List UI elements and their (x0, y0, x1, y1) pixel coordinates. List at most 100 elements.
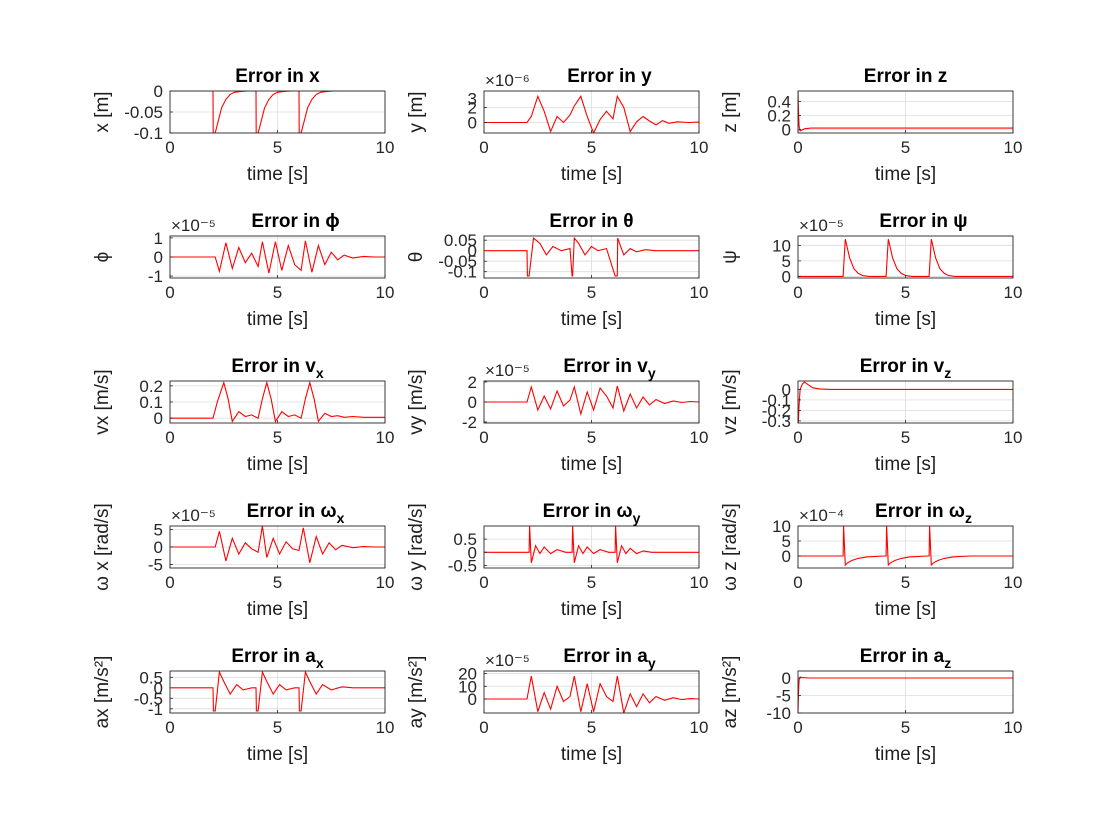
series-line-1 (798, 381, 1013, 423)
y-tick-label-10: 10 (458, 677, 477, 696)
y-tick-label-0-05: 0.05 (444, 231, 477, 250)
y-tick-label-0: 0 (782, 669, 791, 688)
x-tick-label-10: 10 (1004, 573, 1023, 592)
y-tick-label-0: 0 (782, 380, 791, 399)
x-axis-label: time [s] (561, 454, 622, 475)
y-axis-label: θ (406, 252, 427, 263)
y-tick-label-0: 0 (782, 267, 791, 286)
y-tick-label-0-5: 0.5 (139, 668, 163, 687)
y-tick-label-5: 5 (782, 252, 791, 271)
x-axis-label: time [s] (561, 164, 622, 185)
y-axis-label: ω z [rad/s] (720, 503, 741, 591)
subplot-9: 0 5 10 0-0.1-0.2-0.3 Error in vz time [s] vz [… (720, 356, 1022, 475)
y-axis-label: vz [m/s] (720, 369, 741, 434)
y-tick-label-0: 0 (468, 393, 477, 412)
x-tick-label-10: 10 (376, 138, 395, 157)
subplot-title: Error in vz (860, 356, 951, 381)
series-line-1 (484, 236, 699, 277)
y-tick-label-0: 0 (468, 114, 477, 133)
x-tick-label-0: 0 (793, 283, 802, 302)
x-tick-label-10: 10 (1004, 138, 1023, 157)
x-tick-label-5: 5 (273, 718, 282, 737)
y-axis-label: vx [m/s] (92, 369, 113, 434)
y-tick-label-0: 0 (154, 679, 163, 698)
axis-multiplier: ×10⁻⁵ (171, 506, 216, 525)
y-tick-label-0-05: -0.05 (124, 103, 163, 122)
series-line-1 (798, 91, 1013, 132)
x-axis-label: time [s] (875, 599, 936, 620)
x-tick-label-10: 10 (690, 718, 709, 737)
x-tick-label-10: 10 (690, 283, 709, 302)
subplot-title: Error in z (864, 66, 947, 87)
y-tick-label-1: 1 (154, 229, 163, 248)
y-tick-label-0: 0 (782, 547, 791, 566)
series-line-1 (484, 94, 699, 133)
x-axis-label: time [s] (247, 454, 308, 475)
y-tick-label-0: 0 (782, 121, 791, 140)
axis-multiplier: ×10⁻⁵ (799, 216, 844, 235)
x-axis-label: time [s] (561, 309, 622, 330)
subplot-title: Error in ωx (247, 501, 345, 526)
y-tick-label-0-1: -0.1 (134, 124, 163, 143)
x-tick-label-10: 10 (1004, 283, 1023, 302)
y-tick-label-0-3: -0.3 (762, 412, 791, 431)
y-tick-label-0: 0 (468, 242, 477, 261)
y-tick-label-5: 5 (154, 521, 163, 540)
x-axis-label: time [s] (875, 454, 936, 475)
x-tick-label-5: 5 (273, 573, 282, 592)
x-tick-label-5: 5 (587, 428, 596, 447)
y-tick-label-5: -5 (776, 687, 791, 706)
subplot-title: Error in vx (231, 356, 323, 381)
series-line-1 (170, 240, 385, 274)
x-tick-label-0: 0 (165, 718, 174, 737)
y-tick-label-0-2: -0.2 (762, 401, 791, 420)
y-tick-label-0-5: -0.5 (134, 689, 163, 708)
subplot-title: Error in ay (563, 646, 655, 671)
subplot-15: 0 5 10 0-5-10 Error in az time [s] az [m/s²] (720, 646, 1022, 765)
subplot-title: Error in vy (563, 356, 655, 381)
y-tick-label-3: 3 (468, 90, 477, 109)
x-tick-label-10: 10 (1004, 428, 1023, 447)
y-tick-label-0: 0 (154, 248, 163, 267)
x-tick-label-0: 0 (793, 428, 802, 447)
x-tick-label-0: 0 (165, 428, 174, 447)
x-tick-label-10: 10 (690, 573, 709, 592)
axis-multiplier: ×10⁻⁵ (485, 651, 530, 670)
x-tick-label-0: 0 (479, 718, 488, 737)
x-tick-label-0: 0 (165, 573, 174, 592)
y-tick-label-2: 2 (468, 373, 477, 392)
x-tick-label-5: 5 (587, 573, 596, 592)
y-axis-label: ω y [rad/s] (406, 503, 427, 591)
x-tick-label-5: 5 (273, 428, 282, 447)
x-tick-label-10: 10 (376, 573, 395, 592)
x-tick-label-0: 0 (793, 138, 802, 157)
axis-multiplier: ×10⁻⁵ (171, 216, 216, 235)
x-tick-label-10: 10 (690, 428, 709, 447)
x-tick-label-5: 5 (901, 138, 910, 157)
subplot-title: Error in ax (231, 646, 323, 671)
subplot-title: Error in ωy (543, 501, 641, 526)
series-line-1 (484, 526, 699, 563)
subplot-title: Error in θ (549, 211, 633, 232)
y-tick-label-0-5: 0.5 (453, 530, 477, 549)
x-axis-label: time [s] (561, 744, 622, 765)
series-line-1 (170, 381, 385, 423)
x-tick-label-0: 0 (479, 428, 488, 447)
y-tick-label-0: 0 (468, 543, 477, 562)
y-tick-label-0-1: 0.1 (139, 393, 163, 412)
x-tick-label-10: 10 (376, 283, 395, 302)
x-axis-label: time [s] (875, 164, 936, 185)
x-tick-label-5: 5 (587, 283, 596, 302)
y-tick-label-20: 20 (458, 665, 477, 684)
y-axis-label: x [m] (92, 91, 113, 132)
